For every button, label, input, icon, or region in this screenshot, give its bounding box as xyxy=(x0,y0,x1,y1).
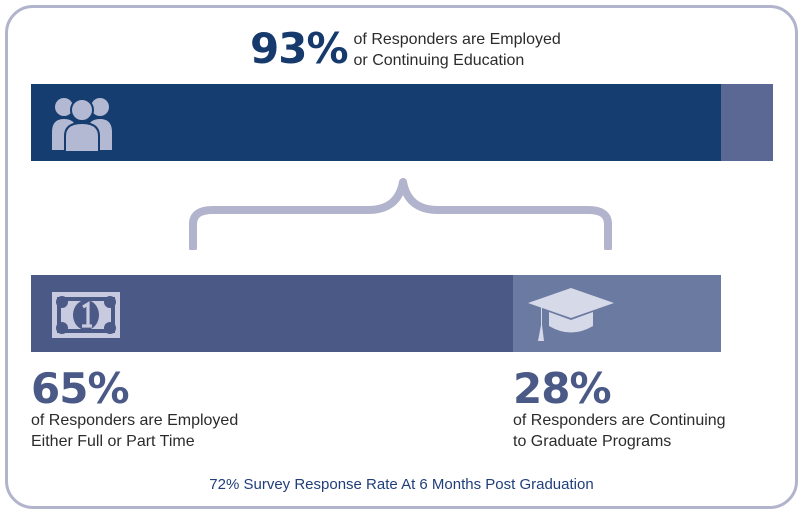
graduate-description: of Responders are Continuing to Graduate… xyxy=(513,410,726,452)
headline: 93% of Responders are Employed or Contin… xyxy=(250,26,594,72)
employed-line-1: of Responders are Employed xyxy=(31,412,239,429)
headline-line-1: of Responders are Employed xyxy=(353,31,561,48)
employed-and-graduate-bar xyxy=(31,275,721,352)
employed-description: of Responders are Employed Either Full o… xyxy=(31,410,238,452)
graduation-cap-icon xyxy=(527,287,615,343)
dollar-bill-icon xyxy=(51,291,121,339)
employed-percent: 65% xyxy=(31,364,130,413)
employed-or-education-bar xyxy=(31,84,773,161)
graduate-segment xyxy=(513,275,721,352)
graduate-stat: 28% of Responders are Continuing to Grad… xyxy=(513,366,726,452)
employed-or-education-fill xyxy=(31,84,722,161)
graduate-percent: 28% xyxy=(513,364,612,413)
headline-percent: 93% xyxy=(250,24,349,73)
bracket-connector xyxy=(189,178,612,250)
headline-description: of Responders are Employed or Continuing… xyxy=(354,29,594,71)
survey-response-footnote: 72% Survey Response Rate At 6 Months Pos… xyxy=(209,476,594,493)
employed-stat: 65% of Responders are Employed Either Fu… xyxy=(31,366,238,452)
employed-line-2: Either Full or Part Time xyxy=(31,433,195,450)
people-group-icon xyxy=(51,92,113,152)
headline-line-2: or Continuing Education xyxy=(353,52,525,69)
graduate-line-1: of Responders are Continuing xyxy=(513,412,726,429)
graduate-line-2: to Graduate Programs xyxy=(513,433,672,450)
